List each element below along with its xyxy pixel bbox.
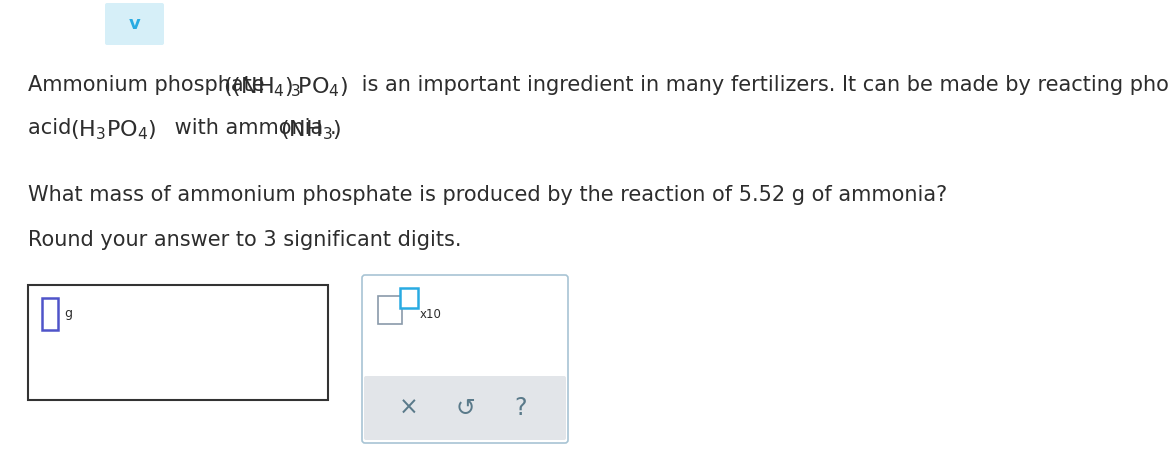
Text: ×: × [399,396,419,420]
Text: x10: x10 [420,307,442,320]
Text: $\left(\mathrm{NH_3}\right)$: $\left(\mathrm{NH_3}\right)$ [280,118,342,142]
Text: Round your answer to 3 significant digits.: Round your answer to 3 significant digit… [28,230,461,250]
Text: v: v [129,15,140,33]
FancyBboxPatch shape [378,296,402,324]
Text: ↺: ↺ [455,396,475,420]
Text: What mass of ammonium phosphate is produced by the reaction of 5.52 g of ammonia: What mass of ammonium phosphate is produ… [28,185,948,205]
Text: ?: ? [515,396,528,420]
Text: is an important ingredient in many fertilizers. It can be made by reacting phosp: is an important ingredient in many ferti… [355,75,1170,95]
Text: $\left(\left(\mathrm{NH_4}\right)_{\!3}\!\mathrm{PO_4}\right)$: $\left(\left(\mathrm{NH_4}\right)_{\!3}\… [223,75,349,99]
Text: g: g [64,307,73,320]
FancyBboxPatch shape [362,275,567,443]
FancyBboxPatch shape [28,285,328,400]
Text: acid: acid [28,118,78,138]
Text: Ammonium phosphate: Ammonium phosphate [28,75,271,95]
FancyBboxPatch shape [400,288,418,308]
FancyBboxPatch shape [42,298,58,330]
FancyBboxPatch shape [105,3,164,45]
FancyBboxPatch shape [364,376,566,440]
Text: with ammonia: with ammonia [168,118,330,138]
Text: .: . [330,118,337,138]
Text: $\left(\mathrm{H_3PO_4}\right)$: $\left(\mathrm{H_3PO_4}\right)$ [70,118,157,142]
